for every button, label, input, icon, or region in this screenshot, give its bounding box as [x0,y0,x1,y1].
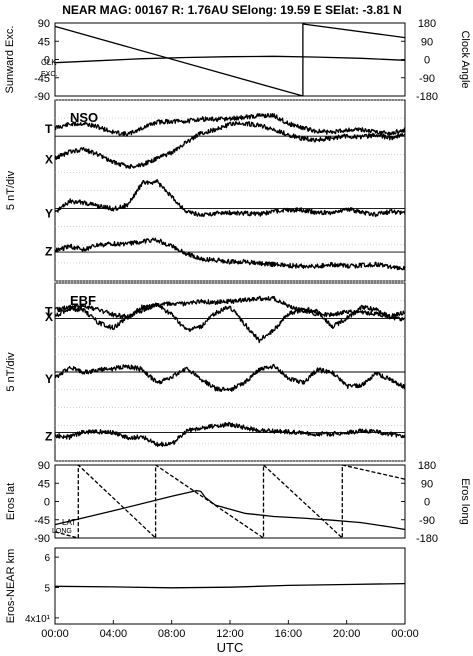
x-tick-label: 16:00 [275,628,303,640]
y-tick-label-right: 90 [421,36,433,48]
figure-title: NEAR MAG: 00167 R: 1.76AU SElong: 19.59 … [62,3,401,17]
series-t-line [54,112,406,137]
series-lat-line [54,489,406,531]
y-tick-label: 6 [44,553,50,564]
series-label-x: X [45,310,53,324]
x-axis: 00:00 04:00 08:00 12:00 16:00 20:00 00:00 UTC [41,620,419,655]
series-z-line [54,237,406,271]
y-tick-label-right: -180 [416,91,438,103]
series-x-line [54,121,406,169]
y-axis-label: Eros-NEAR km [5,549,17,624]
x-tick-label: 12:00 [216,628,244,640]
y-tick-label-left: -45 [34,515,50,527]
panel-frame [54,22,406,97]
series-z-line [54,421,406,448]
y-tick-label-right: 0 [424,497,430,509]
y-axis-label-left: Sunward Exc. [4,26,16,94]
series-distance-line [54,582,406,589]
series-label-x: X [45,152,53,166]
y-axis-label-right: Clock Angle [459,30,471,88]
y-tick-label-right: -90 [419,73,435,85]
panel-ebf: EBF 5 nT/div TX Y Z [5,282,406,462]
y-tick-label-left: 45 [38,36,50,48]
y-tick-label-left: -90 [34,533,50,545]
series-x-line [54,302,406,344]
panels: 90 45 0 -45 -90 180 90 0 -90 -180 Sunward Exc. Cloc… [4,18,471,625]
panel-label: NSO [70,110,98,125]
y-tick-label-right: 0 [424,55,430,67]
y-axis-label-right: Eros long [459,478,471,524]
y-tick-label-right: 180 [418,460,436,472]
y-axis-label: 5 nT/div [5,170,17,210]
y-axis-label-left: Eros lat [5,483,17,520]
panel-frame [54,547,406,625]
annotation-clk: CLK [41,58,57,67]
series-y-line [54,363,406,392]
annotation-lat: LAT [62,518,76,527]
panel-label: EBF [70,293,96,308]
x-tick-label: 20:00 [333,628,361,640]
series-label-z: Z [45,429,52,443]
y-axis-label: 5 nT/div [5,352,17,392]
x-tick-label: 04:00 [100,628,128,640]
panel-nso: NSO 5 nT/div T X Y Z [5,99,406,282]
y-tick-label: 4x10¹ [25,614,51,625]
y-tick-label-right: -180 [416,533,438,545]
series-t-line [54,295,406,320]
y-tick-label-left: -90 [34,91,50,103]
panel-eros-position: 90 45 0 -45 -90 180 90 0 -90 -180 Eros lat Eros lon… [5,460,471,545]
y-tick-label-left: 0 [44,55,50,67]
y-tick-label-right: 180 [418,18,436,30]
y-tick-label-left: 45 [38,478,50,490]
series-label-t: T [45,304,53,318]
x-axis-label: UTC [217,640,244,655]
series-y-line [54,179,406,218]
series-exc-line [54,55,406,64]
y-tick-label-right: -90 [419,515,435,527]
annotation-exc: EXC. [41,71,57,78]
panel-sunward-excursion: 90 45 0 -45 -90 180 90 0 -90 -180 Sunward Exc. Cloc… [4,18,471,103]
series-clk-line [54,23,406,97]
y-tick-label-left: 90 [38,18,50,30]
series-label-y: Y [45,207,53,221]
x-tick-label: 00:00 [41,628,69,640]
y-tick-label-right: 90 [421,478,433,490]
y-tick-label-left: 90 [38,460,50,472]
series-label-y: Y [45,372,53,386]
x-tick-label: 08:00 [158,628,186,640]
panel-eros-near-distance: 6 5 4x10¹ Eros-NEAR km [5,547,406,625]
y-tick-label: 5 [44,584,50,595]
annotation-long: LONG [52,528,72,535]
series-label-z: Z [45,245,52,259]
series-long-line [54,464,406,539]
series-label-t: T [45,122,53,136]
panel-frame [54,464,406,539]
y-tick-label-left: 0 [44,497,50,509]
x-tick-label: 00:00 [391,628,419,640]
y-tick-label-left: -45 [34,73,50,85]
